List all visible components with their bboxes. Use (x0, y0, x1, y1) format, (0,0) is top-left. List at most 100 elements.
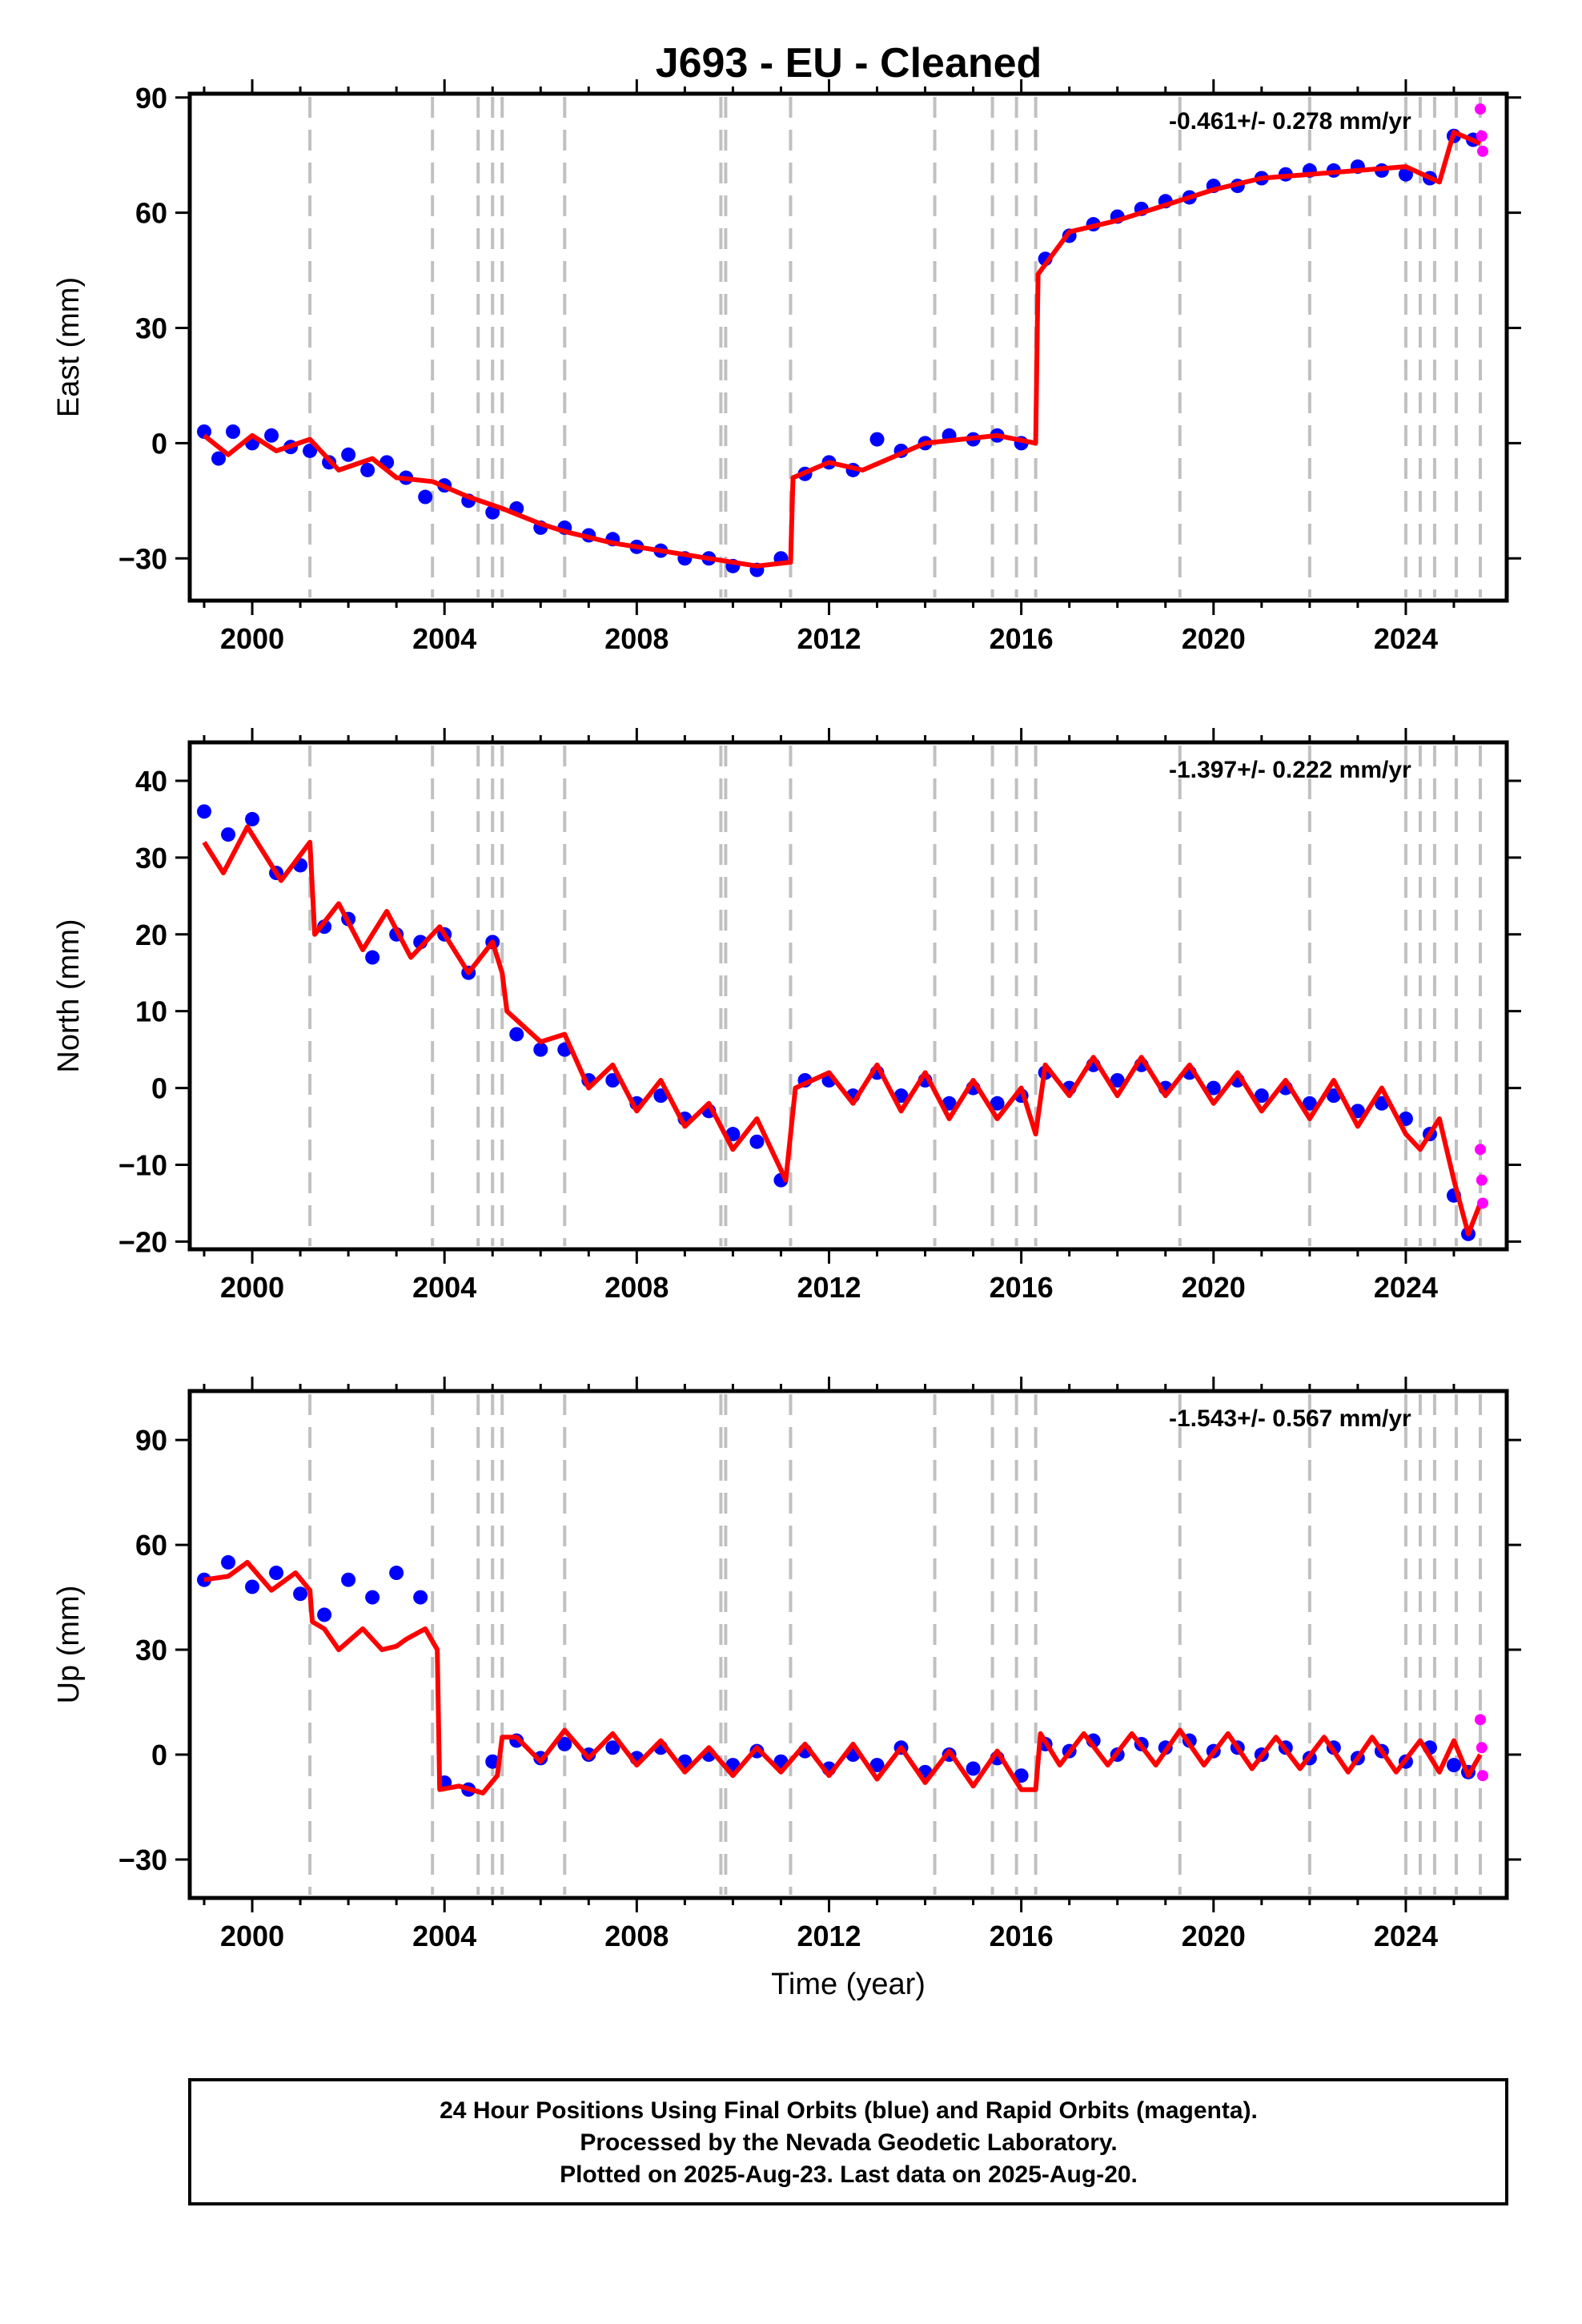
x-axis-label: Time (year) (771, 1968, 926, 2001)
final-orbit-point (533, 1042, 548, 1057)
final-orbit-point (211, 451, 227, 466)
rapid-orbit-point (1476, 1770, 1488, 1782)
plot-frame (187, 740, 1509, 1252)
x-tick-label: 2000 (220, 1271, 284, 1304)
x-tick-label: 2008 (604, 1920, 669, 1952)
y-axis-label: Up (mm) (52, 1586, 86, 1704)
rapid-orbit-point (1476, 1174, 1488, 1186)
model-line (202, 824, 1483, 1236)
final-orbit-point (1254, 1088, 1269, 1104)
x-tick-label: 2000 (220, 1920, 284, 1952)
final-orbit-point (990, 1096, 1005, 1111)
final-orbit-point (269, 1566, 284, 1581)
x-tick-label: 2012 (797, 1920, 861, 1952)
final-orbit-point (485, 1754, 500, 1769)
y-tick-label: 0 (151, 1739, 167, 1771)
plot-frame (187, 91, 1509, 603)
x-tick-label: 2000 (220, 622, 284, 655)
y-tick-label: 10 (135, 995, 167, 1028)
footer-box: 24 Hour Positions Using Final Orbits (bl… (188, 2078, 1508, 2205)
y-tick-label: 30 (135, 312, 167, 345)
y-tick-label: 0 (151, 1072, 167, 1105)
chart-title: J693 - EU - Cleaned (656, 40, 1042, 86)
final-orbit-point (1446, 1758, 1461, 1773)
final-orbit-point (418, 489, 433, 505)
final-orbit-point (341, 447, 356, 462)
final-orbit-point (264, 428, 279, 443)
final-orbit-point (1302, 1096, 1317, 1111)
panel-1: 2000 2004 2008 2012 2016 2020 2024 90 60 30 0 −30 Ea… (52, 79, 1521, 655)
y-tick-label: −30 (118, 1844, 167, 1876)
rapid-orbit-point (1476, 145, 1488, 157)
final-orbit-point (509, 1027, 524, 1042)
x-tick-label: 2020 (1182, 622, 1246, 655)
y-tick-label: −20 (118, 1225, 167, 1258)
plot-area (190, 1391, 1507, 1898)
rate-label: -0.461+/- 0.278 mm/yr (1169, 108, 1411, 135)
x-tick-label: 2024 (1374, 1271, 1438, 1304)
panels: 2000 2004 2008 2012 2016 2020 20249060300−30Ea… (52, 79, 1521, 2001)
final-orbit-point (303, 443, 318, 458)
footer-line-1: 24 Hour Positions Using Final Orbits (bl… (440, 2097, 1258, 2124)
model-line (203, 130, 1482, 569)
x-tick-label: 2024 (1374, 622, 1438, 655)
x-tick-label: 2004 (412, 622, 476, 655)
y-tick-label: 30 (135, 842, 167, 875)
x-tick-label: 2008 (604, 622, 669, 655)
x-tick-label: 2020 (1182, 1271, 1246, 1304)
footer-line-3: Plotted on 2025-Aug-23. Last data on 202… (560, 2161, 1138, 2188)
rapid-orbit-point (1474, 1714, 1486, 1726)
rate-label: -1.397+/- 0.222 mm/yr (1169, 757, 1411, 783)
y-tick-label: 90 (135, 82, 167, 115)
final-orbit-point (365, 950, 380, 965)
final-orbit-point (413, 1590, 428, 1605)
final-orbit-point (966, 1761, 981, 1776)
final-orbit-point (1110, 1073, 1125, 1088)
plot-area (190, 742, 1507, 1249)
final-orbit-point (197, 804, 212, 819)
x-tick-label: 2024 (1374, 1920, 1438, 1952)
y-tick-label: 30 (135, 1634, 167, 1667)
y-tick-label: 20 (135, 919, 167, 951)
final-orbit-point (1014, 1768, 1029, 1783)
final-orbit-point (557, 1736, 572, 1751)
panel-2: 2000 2004 2008 2012 2016 2020 2024 40 30 20 10 0 −10… (52, 728, 1521, 1304)
final-orbit-point (221, 827, 236, 842)
panel-3: 2000 2004 2008 2012 2016 2020 2024 90 60 30 0 −30 Up… (52, 1377, 1521, 2001)
final-orbit-point (360, 462, 375, 477)
final-orbit-point (389, 1566, 404, 1581)
y-tick-label: 60 (135, 1529, 167, 1562)
final-orbit-point (317, 1607, 332, 1622)
x-tick-label: 2004 (412, 1920, 476, 1952)
rate-label: -1.543+/- 0.567 mm/yr (1169, 1405, 1411, 1432)
x-tick-label: 2012 (797, 622, 861, 655)
final-orbit-point (226, 424, 241, 439)
final-orbit-point (365, 1590, 380, 1605)
x-tick-label: 2004 (412, 1271, 476, 1304)
y-tick-label: 0 (151, 427, 167, 460)
x-tick-label: 2012 (797, 1271, 861, 1304)
final-orbit-point (1206, 1080, 1221, 1096)
footer-line-2: Processed by the Nevada Geodetic Laborat… (580, 2129, 1117, 2156)
rapid-orbit-point (1476, 1742, 1488, 1754)
plot-frame (187, 1389, 1509, 1900)
y-tick-label: −30 (118, 542, 167, 575)
rapid-orbit-point (1476, 130, 1488, 142)
rapid-orbit-point (1474, 1144, 1486, 1156)
y-tick-label: −10 (118, 1149, 167, 1182)
final-orbit-point (293, 1586, 308, 1602)
x-tick-label: 2020 (1182, 1920, 1246, 1952)
final-orbit-point (245, 811, 260, 826)
rapid-orbit-point (1476, 1197, 1488, 1209)
final-orbit-point (605, 1740, 620, 1755)
y-tick-label: 90 (135, 1424, 167, 1457)
y-tick-label: 60 (135, 197, 167, 230)
x-tick-label: 2016 (990, 1920, 1054, 1952)
x-tick-label: 2016 (990, 1271, 1054, 1304)
model-line (203, 1559, 1483, 1795)
final-orbit-point (245, 1579, 260, 1594)
x-tick-label: 2016 (990, 622, 1054, 655)
final-orbit-point (341, 1572, 356, 1587)
y-axis-label: North (mm) (52, 919, 86, 1072)
x-tick-label: 2008 (604, 1271, 669, 1304)
